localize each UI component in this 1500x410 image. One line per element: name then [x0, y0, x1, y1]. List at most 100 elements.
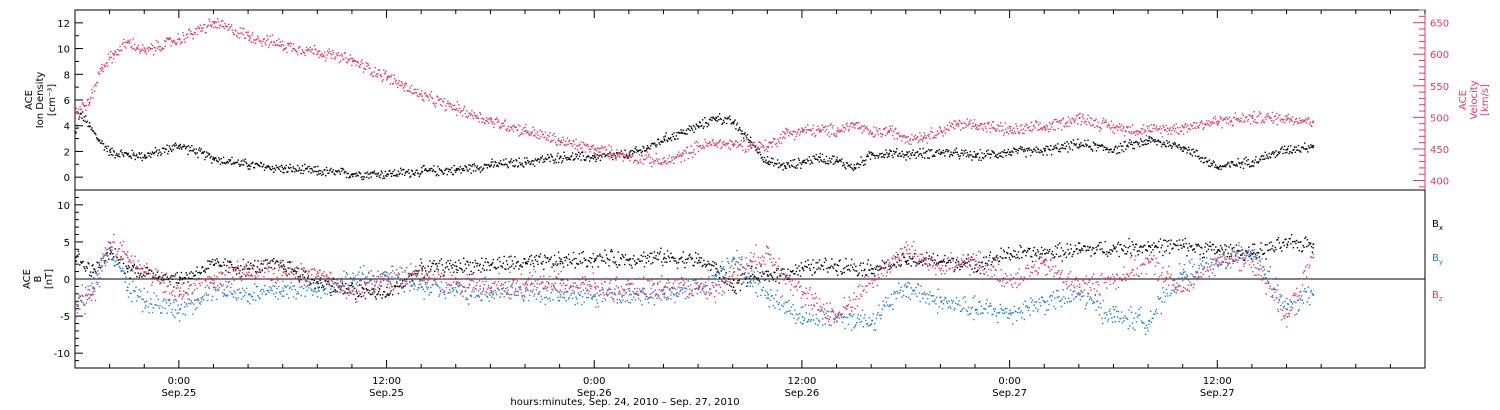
bx-point [117, 259, 120, 261]
ion-density-anchor-point [698, 125, 700, 128]
bx-point [897, 253, 899, 256]
velocity-point [447, 103, 450, 105]
bx-point [676, 262, 678, 264]
velocity-point [738, 144, 740, 146]
velocity-point [842, 124, 844, 127]
velocity-point [437, 96, 439, 98]
velocity-point [545, 139, 547, 141]
ion-density-point [1217, 167, 1219, 170]
velocity-point [1030, 121, 1032, 124]
bx-point [749, 281, 751, 283]
bx-point [783, 268, 785, 270]
bx-point [1099, 248, 1101, 251]
bx-point [190, 271, 192, 273]
ion-density-point [748, 141, 750, 143]
ion-density-point [803, 161, 805, 163]
velocity-point [987, 123, 989, 125]
bx-point [724, 281, 727, 283]
ion-density-point [765, 159, 767, 161]
velocity-point [842, 127, 845, 129]
velocity-point [1110, 120, 1113, 122]
ion-density-point [1104, 146, 1106, 148]
velocity-point [159, 45, 161, 48]
bx-point [1007, 252, 1009, 255]
ion-density-point [975, 156, 978, 158]
bx-point [245, 275, 247, 277]
velocity-point [1139, 131, 1142, 133]
bx-point [141, 268, 144, 270]
velocity-point [118, 50, 121, 52]
ion-density-anchor-point [628, 154, 631, 156]
ion-density-point [787, 163, 789, 165]
bx-point [1232, 260, 1234, 262]
bx-point [1115, 246, 1117, 248]
bx-point [411, 274, 413, 277]
bx-point [435, 263, 438, 265]
ion-density-point [120, 149, 123, 151]
ion-density-point [406, 170, 408, 173]
ion-density-point [613, 153, 615, 155]
bx-point [936, 254, 939, 257]
velocity-point [847, 125, 849, 127]
velocity-point [512, 125, 514, 127]
ion-density-point [564, 155, 566, 157]
ion-density-point [422, 165, 424, 167]
ion-density-anchor-point [75, 132, 77, 134]
ion-density-point [819, 152, 821, 155]
velocity-point [753, 144, 755, 147]
velocity-point [840, 129, 842, 131]
ion-density-point [373, 171, 375, 174]
ion-density-point [667, 137, 670, 139]
bx-point [752, 273, 754, 276]
ion-density-point [1156, 140, 1159, 142]
velocity-point [303, 51, 305, 54]
bx-point [1130, 252, 1132, 255]
bx-point [700, 257, 703, 259]
velocity-point [1212, 122, 1214, 124]
velocity-point [1160, 132, 1162, 134]
velocity-point [1233, 116, 1236, 119]
ion-density-point [1295, 146, 1297, 148]
velocity-point [909, 138, 912, 140]
bx-point [1180, 244, 1182, 246]
velocity-point [214, 26, 217, 28]
ion-density-point [769, 163, 771, 165]
bx-point [585, 259, 587, 261]
ion-density-point [781, 163, 783, 165]
bx-point [558, 257, 561, 259]
bx-point [285, 271, 287, 273]
bx-point [664, 261, 666, 263]
bx-point [1248, 246, 1250, 248]
bx-point [401, 280, 404, 282]
ion-density-point [718, 119, 720, 121]
velocity-point [448, 105, 451, 107]
velocity-point [584, 151, 587, 153]
velocity-point [300, 53, 303, 55]
velocity-point [1075, 118, 1077, 120]
bx-point [433, 260, 435, 262]
ion-density-point [1136, 142, 1139, 144]
bx-point [1002, 257, 1004, 260]
ion-density-point [390, 172, 392, 175]
velocity-point [1012, 132, 1014, 135]
velocity-point [409, 87, 411, 89]
bx-point [212, 258, 214, 261]
ion-density-point [1301, 146, 1304, 148]
bx-point [1165, 249, 1167, 252]
bx-point [1090, 255, 1092, 257]
ion-density-point [665, 132, 667, 134]
velocity-point [241, 32, 243, 34]
ion-density-point [704, 117, 706, 119]
ion-density-point [202, 152, 205, 154]
ion-density-point [517, 165, 520, 167]
velocity-point [1257, 122, 1259, 124]
ion-density-point [946, 149, 948, 151]
ion-density-point [278, 168, 280, 171]
ion-density-point [940, 153, 942, 155]
velocity-point [1203, 127, 1205, 129]
velocity-point [887, 131, 889, 133]
ion-density-point [1120, 145, 1122, 147]
bx-point [376, 294, 378, 296]
velocity-point [1272, 122, 1274, 124]
ion-density-point [1148, 137, 1150, 139]
